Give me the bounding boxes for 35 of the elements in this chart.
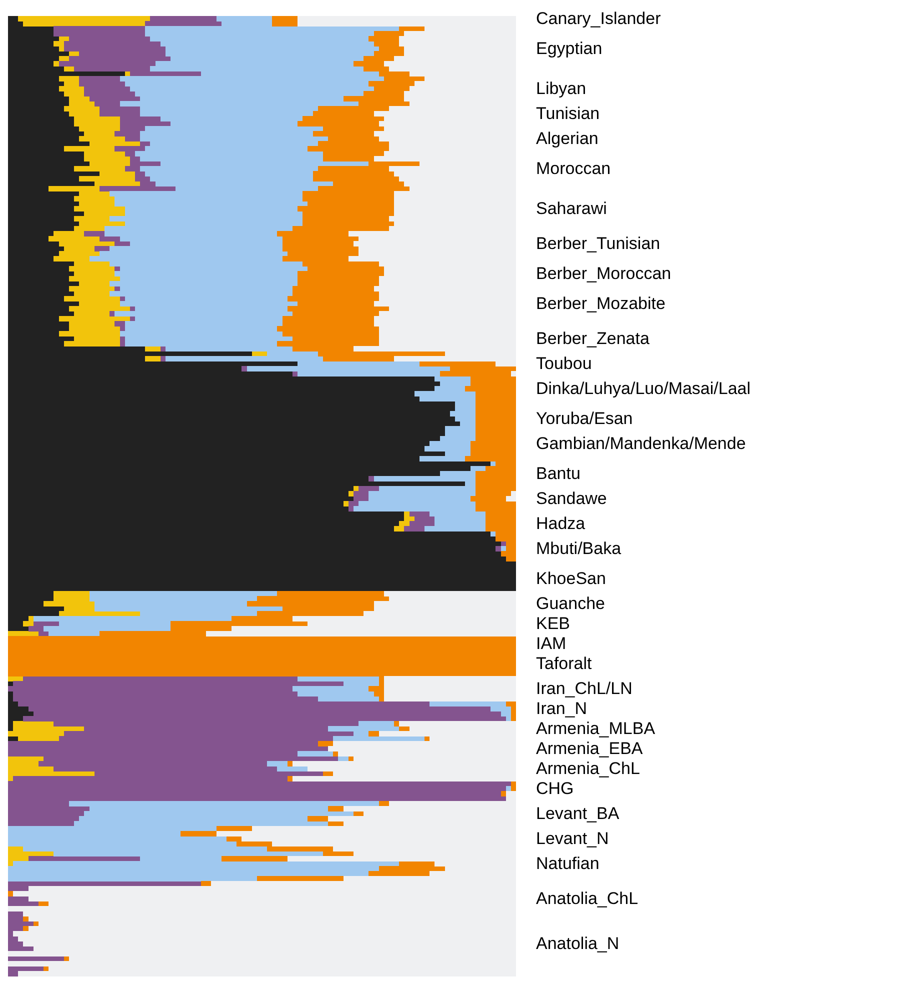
y-tick-label: Anatolia_N (536, 934, 620, 953)
y-tick-label: Egyptian (536, 39, 602, 58)
y-tick-label: KEB (536, 614, 570, 633)
y-tick-label: Toubou (536, 354, 592, 373)
y-tick-label: KhoeSan (536, 569, 606, 588)
y-tick-label: Saharawi (536, 199, 607, 218)
y-tick-label: Moroccan (536, 159, 611, 178)
y-tick-label: Canary_Islander (536, 9, 662, 28)
y-tick-label: Iran_ChL/LN (536, 679, 632, 698)
y-tick-label: Mbuti/Baka (536, 539, 622, 558)
y-tick-label: Taforalt (536, 654, 592, 673)
y-tick-label: Berber_Mozabite (536, 294, 666, 313)
y-tick-label: Berber_Tunisian (536, 234, 660, 253)
y-tick-label: Yoruba/Esan (536, 409, 633, 428)
y-tick-label: Levant_N (536, 829, 609, 848)
y-tick-label: Anatolia_ChL (536, 889, 638, 908)
y-tick-label: Berber_Zenata (536, 329, 650, 348)
y-tick-label: Algerian (536, 129, 598, 148)
y-tick-label: Bantu (536, 464, 580, 483)
y-tick-label: Hadza (536, 514, 586, 533)
y-tick-label: Gambian/Mandenka/Mende (536, 434, 746, 453)
y-tick-label: Armenia_MLBA (536, 719, 656, 738)
y-tick-label: Guanche (536, 594, 605, 613)
y-tick-label: CHG (536, 779, 574, 798)
y-tick-label: Libyan (536, 79, 586, 98)
y-tick-label: Dinka/Luhya/Luo/Masai/Laal (536, 379, 751, 398)
y-tick-label: Sandawe (536, 489, 607, 508)
y-tick-label: Armenia_EBA (536, 739, 644, 758)
y-tick-label: IAM (536, 634, 566, 653)
y-tick-label: Berber_Moroccan (536, 264, 672, 283)
y-tick-label: Levant_BA (536, 804, 620, 823)
y-tick-label: Armenia_ChL (536, 759, 640, 778)
y-tick-label: Natufian (536, 854, 600, 873)
y-tick-label: Iran_N (536, 699, 588, 718)
y-tick-label: Tunisian (536, 104, 600, 123)
